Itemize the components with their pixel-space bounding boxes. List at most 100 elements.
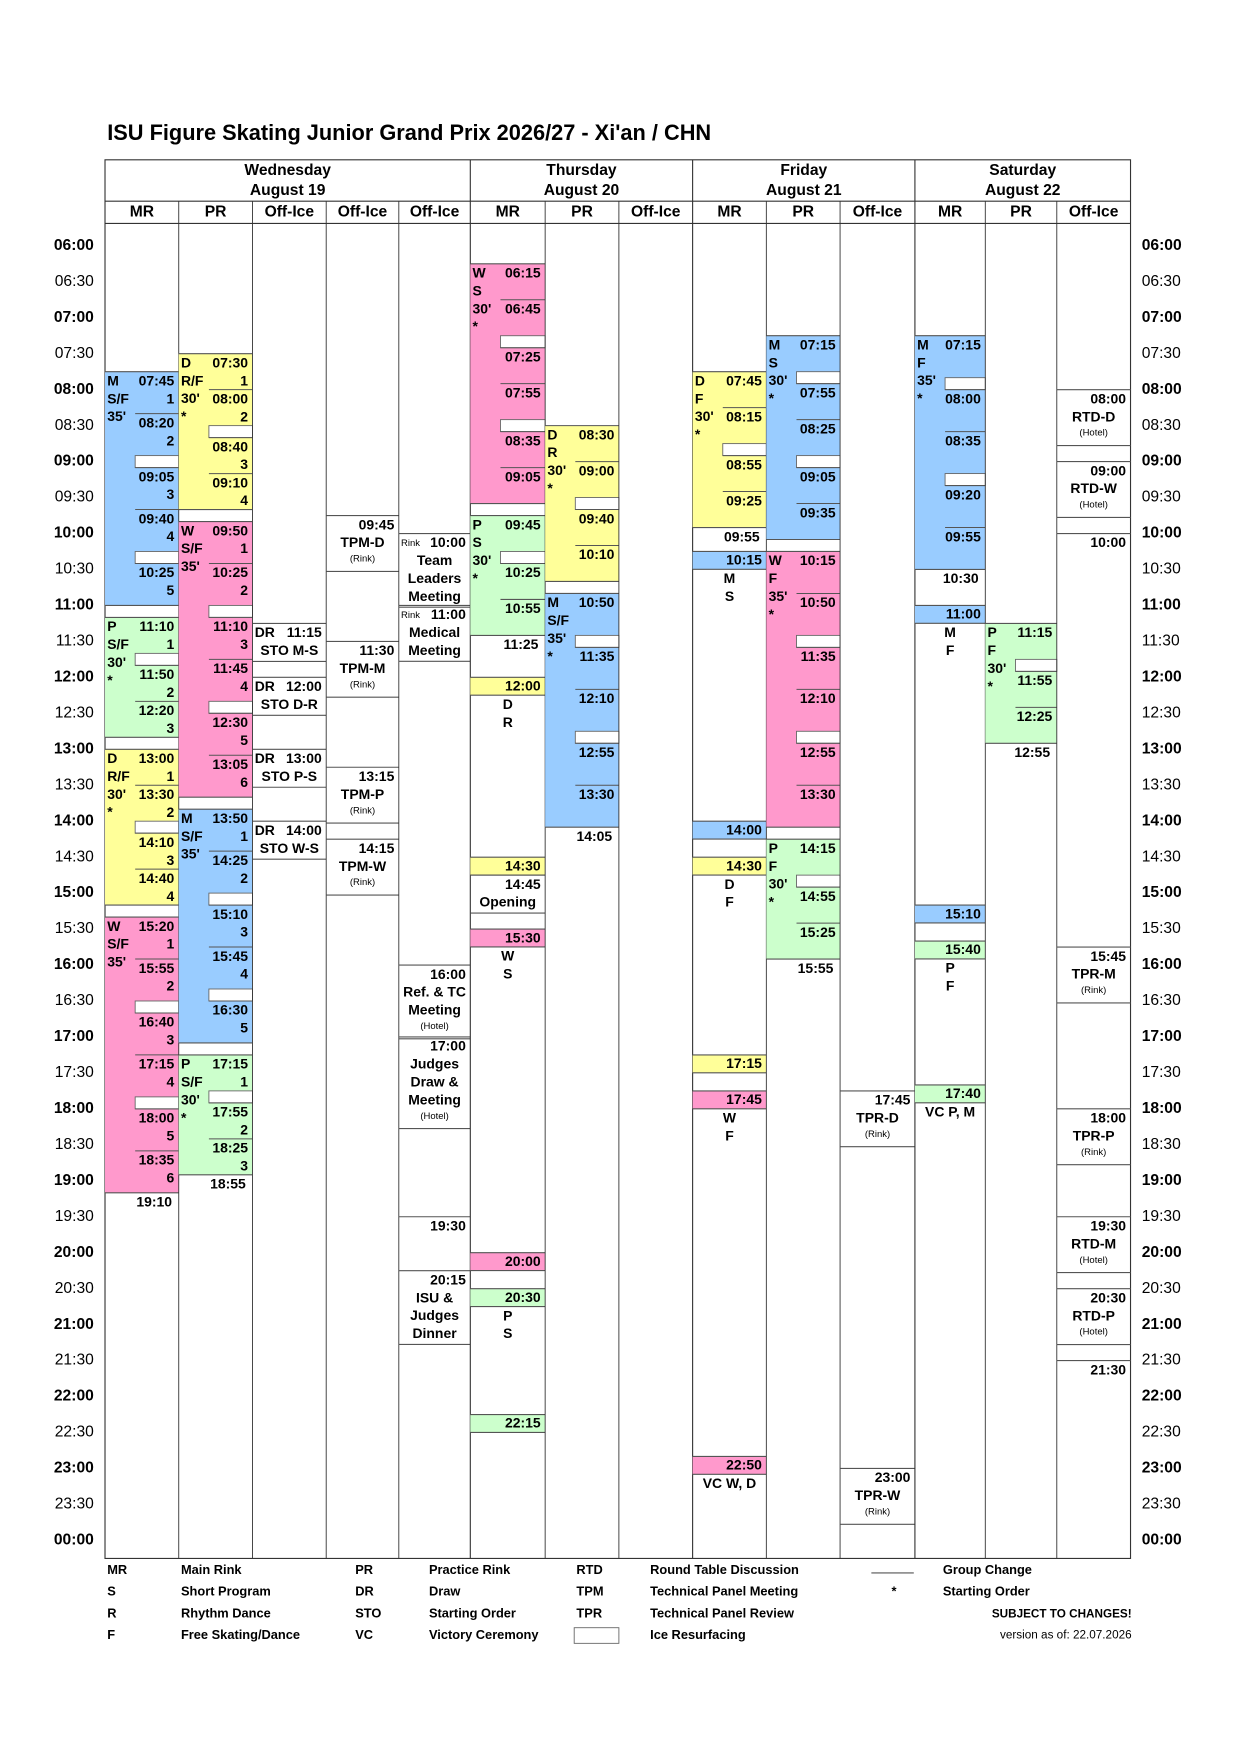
ice-resurfacing [208,700,253,714]
group-time: 08:35 [505,432,541,448]
box-note: (Hotel) [1079,1255,1107,1266]
box-prefix: DR [255,822,275,838]
event-code: S/F [107,390,129,406]
event-code: * [181,1109,187,1125]
group-number: 4 [167,1074,175,1090]
slot-text: F [725,894,734,910]
column-label: PR [205,203,227,220]
event-code: W [107,918,121,934]
day-date: August 20 [544,182,620,199]
time-label: 17:00 [1142,1028,1182,1045]
group-time: 08:15 [726,408,762,424]
group-time: 10:55 [505,600,541,616]
ice-resurfacing [574,634,620,648]
time-label: 19:30 [55,1208,94,1225]
box-text: Draw & [411,1073,459,1089]
slot-time: 14:30 [505,857,541,873]
box-text: TPR-W [855,1487,902,1503]
event-code: W [181,522,195,538]
group-number: 3 [240,456,248,472]
event-code: * [988,678,994,694]
box-prefix: DR [255,624,275,640]
time-label: 10:00 [54,525,94,542]
event-code: * [547,648,553,664]
group-number: 5 [167,1127,175,1143]
end-time: 19:10 [136,1194,172,1210]
ice-slot [470,929,546,947]
group-time: 12:55 [800,744,836,760]
slot-text: S [503,966,512,982]
event-code: S [473,534,482,550]
slot-time: 17:40 [945,1085,981,1101]
time-label: 22:30 [55,1424,94,1441]
group-time: 14:25 [212,852,248,868]
ice-block [105,617,179,738]
slot-text: P [945,960,954,976]
end-time: 14:05 [576,828,612,844]
event-code: F [769,570,778,586]
time-label: 22:00 [1142,1388,1182,1405]
box-note: (Hotel) [420,1021,448,1032]
legend-text: Practice Rink [429,1562,511,1577]
ice-slot [692,1054,767,1073]
event-code: D [547,426,557,442]
group-time: 09:20 [945,486,981,502]
ice-block [766,335,841,540]
group-time: 14:10 [139,834,175,850]
time-label: 17:00 [54,1028,94,1045]
group-time: 09:40 [139,510,175,526]
time-label: 00:00 [54,1532,94,1549]
group-number: 4 [240,492,248,508]
column-label: PR [571,203,593,220]
time-label: 07:00 [54,309,94,326]
group-time: 11:10 [139,618,174,634]
group-time: 07:30 [212,354,248,370]
box-text: Leaders [408,570,462,586]
day-date: August 22 [985,182,1061,199]
event-code: F [769,858,778,874]
time-label: 21:00 [1142,1316,1182,1333]
group-time: 16:40 [139,1014,175,1030]
ice-slot [470,677,546,696]
event-code: S/F [107,636,129,652]
group-time: 11:35 [801,648,836,664]
group-number: 1 [240,1074,248,1090]
ice-slot [470,1414,546,1433]
slot-time: 15:30 [505,929,541,945]
legend-abbr: PR [355,1562,373,1577]
ice-slot [692,821,767,840]
box-time: 14:00 [286,822,322,838]
time-label: 16:30 [1142,992,1181,1009]
ice-resurfacing [796,371,841,385]
ice-slot [914,1084,986,1103]
group-number: 3 [167,720,175,736]
box-time: 20:15 [430,1271,466,1287]
ice-slot [470,857,546,876]
group-number: 6 [167,1169,175,1185]
ice-resurfacing [722,443,767,457]
legend-abbr: VC [355,1627,373,1642]
ice-resurfacing [134,1096,180,1110]
group-time: 08:30 [579,426,615,442]
box-time: 20:30 [1090,1289,1126,1305]
slot-text: R [503,714,513,730]
box-time: 17:00 [430,1038,466,1054]
event-code: S/F [547,612,569,628]
box-text: Judges [410,1307,459,1323]
time-label: 11:00 [55,597,94,614]
ice-resurfacing [796,874,841,888]
slot-time: 17:15 [726,1055,762,1071]
group-time: 08:55 [726,456,762,472]
group-number: 2 [167,432,175,448]
group-time: 14:40 [139,870,175,886]
time-label: 13:30 [55,776,94,793]
column-label: Off-Ice [410,203,460,220]
slot-time: 22:50 [726,1457,762,1473]
title: ISU Figure Skating Junior Grand Prix 202… [107,120,711,145]
group-time: 07:25 [505,348,541,364]
group-time: 09:35 [800,504,836,520]
day-name: Friday [780,162,827,179]
day-name: Wednesday [244,162,331,179]
event-code: 30' [181,1091,200,1107]
